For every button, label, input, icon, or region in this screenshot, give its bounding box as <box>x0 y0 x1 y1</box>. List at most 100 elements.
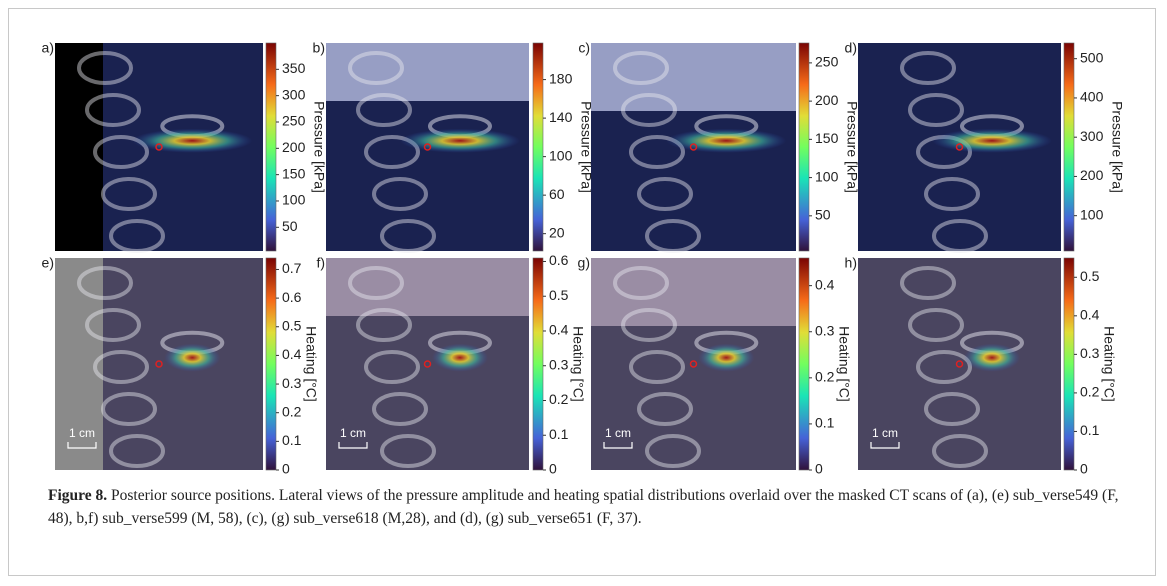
colorbar <box>532 257 544 471</box>
vertebra <box>613 266 669 300</box>
colorbar <box>532 42 544 252</box>
source-marker <box>955 360 964 368</box>
colorbar <box>1063 42 1075 252</box>
colorbar-tick-label: 0.5 <box>1080 268 1100 284</box>
vertebra <box>93 350 149 384</box>
colorbar-tick-label: 0.1 <box>282 432 302 448</box>
colorbar <box>798 257 810 471</box>
focus <box>666 128 787 153</box>
colorbar-label: Pressure [kPa] <box>844 101 860 193</box>
scale-bar <box>67 442 97 449</box>
source-marker <box>689 143 698 151</box>
colorbar-tick-label: 150 <box>282 165 306 181</box>
colorbar <box>1063 257 1075 471</box>
colorbar-tick-label: 0 <box>282 461 290 477</box>
panel-label: a) <box>42 40 54 56</box>
vertebra <box>629 135 685 169</box>
colorbar-tick-label: 250 <box>282 113 306 129</box>
caption: Figure 8. Posterior source positions. La… <box>48 484 1128 530</box>
colorbar-tick-label: 0.2 <box>1080 384 1100 400</box>
vertebra <box>348 266 404 300</box>
vertebra <box>932 434 988 468</box>
source-marker <box>423 143 432 151</box>
panel-label: b) <box>313 40 325 56</box>
source-marker <box>689 360 698 368</box>
colorbar-tick-label: 150 <box>815 130 839 146</box>
vertebra <box>637 177 693 211</box>
colorbar-label: Pressure [kPa] <box>1109 101 1125 193</box>
colorbar-tick-label: 0.1 <box>549 426 569 442</box>
colorbar-tick-label: 0.3 <box>549 356 569 372</box>
colorbar-tick-label: 100 <box>282 192 306 208</box>
caption-label: Figure 8. <box>48 487 108 504</box>
source-marker <box>155 360 163 368</box>
colorbar-label: Heating [°C] <box>1101 326 1117 402</box>
vertebra <box>380 219 436 253</box>
panel-label: d) <box>845 40 857 56</box>
mask <box>55 43 103 251</box>
focus <box>963 343 1020 372</box>
mask <box>326 258 529 316</box>
vertebra <box>356 308 412 342</box>
colorbar-tick-label: 0.1 <box>815 415 835 431</box>
vertebra <box>900 51 956 85</box>
panel-label: c) <box>578 40 590 56</box>
vertebra <box>900 266 956 300</box>
colorbar-tick-label: 200 <box>815 92 839 108</box>
scale-bar <box>338 442 368 449</box>
scale-bar-label: 1 cm <box>605 426 631 440</box>
mask <box>55 258 103 470</box>
colorbar-tick-label: 0 <box>549 461 557 477</box>
caption-text: Posterior source positions. Lateral view… <box>48 487 1119 527</box>
vertebra <box>372 177 428 211</box>
colorbar-tick-label: 0.4 <box>549 322 569 338</box>
colorbar-label: Heating [°C] <box>836 326 852 402</box>
figure-frame <box>8 8 1156 576</box>
colorbar-tick-label: 200 <box>282 139 306 155</box>
vertebra <box>101 177 157 211</box>
colorbar-tick-label: 0 <box>1080 461 1088 477</box>
focus <box>431 343 488 372</box>
colorbar-tick-label: 0.2 <box>815 369 835 385</box>
source-marker <box>955 143 964 151</box>
vertebra <box>629 350 685 384</box>
colorbar-tick-label: 0.5 <box>282 317 302 333</box>
vertebra <box>109 434 165 468</box>
vertebra <box>645 434 701 468</box>
colorbar-tick-label: 140 <box>549 109 573 125</box>
colorbar-tick-label: 300 <box>1080 128 1104 144</box>
colorbar-tick-label: 500 <box>1080 49 1104 65</box>
vertebra <box>93 135 149 169</box>
vertebra <box>101 392 157 426</box>
vertebra <box>613 51 669 85</box>
colorbar <box>798 42 810 252</box>
panel-image <box>858 258 1061 470</box>
focus <box>164 343 221 372</box>
colorbar-tick-label: 0.4 <box>1080 307 1100 323</box>
colorbar-tick-label: 0.1 <box>1080 422 1100 438</box>
vertebra <box>637 392 693 426</box>
colorbar-tick-label: 300 <box>282 86 306 102</box>
colorbar-tick-label: 20 <box>549 224 565 240</box>
colorbar-label: Pressure [kPa] <box>578 101 594 193</box>
colorbar-tick-label: 0.7 <box>282 260 302 276</box>
colorbar <box>265 257 277 471</box>
mask <box>591 43 796 111</box>
colorbar-label: Heating [°C] <box>303 326 319 402</box>
source-marker <box>423 360 432 368</box>
vertebra <box>932 219 988 253</box>
colorbar-tick-label: 200 <box>1080 167 1104 183</box>
source-marker <box>155 143 163 151</box>
colorbar-tick-label: 100 <box>1080 206 1104 222</box>
scale-bar-label: 1 cm <box>340 426 366 440</box>
colorbar-tick-label: 0.4 <box>815 276 835 292</box>
panel-label: f) <box>316 255 325 271</box>
colorbar-tick-label: 250 <box>815 54 839 70</box>
vertebra <box>364 350 420 384</box>
colorbar-tick-label: 0 <box>815 461 823 477</box>
colorbar-tick-label: 180 <box>549 70 573 86</box>
vertebra <box>908 308 964 342</box>
colorbar-tick-label: 0.3 <box>1080 345 1100 361</box>
